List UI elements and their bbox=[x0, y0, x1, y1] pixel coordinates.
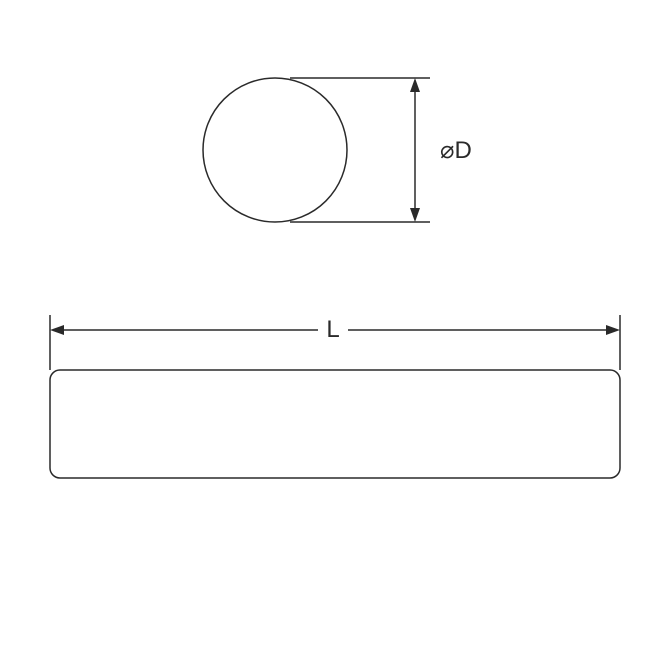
diameter-arrow-top bbox=[410, 78, 420, 92]
diameter-arrow-bottom bbox=[410, 208, 420, 222]
cross-section-circle bbox=[203, 78, 347, 222]
length-label: L bbox=[326, 316, 339, 343]
diameter-label: ⌀D bbox=[440, 137, 472, 164]
length-arrow-right bbox=[606, 325, 620, 335]
drawing-svg: ⌀D L bbox=[0, 0, 670, 670]
side-view-rectangle bbox=[50, 370, 620, 478]
technical-drawing-container: ⌀D L bbox=[0, 0, 670, 670]
length-arrow-left bbox=[50, 325, 64, 335]
